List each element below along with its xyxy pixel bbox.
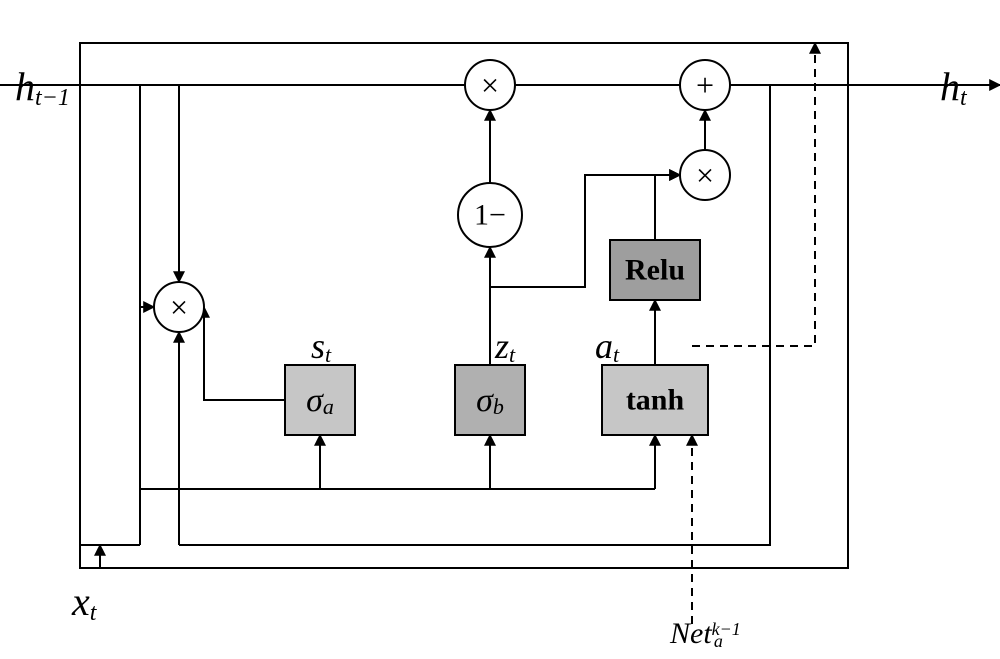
label-z_t: zt — [494, 326, 516, 367]
edge — [204, 307, 285, 400]
op-mult_left-symbol: × — [170, 289, 188, 325]
label-net_in: Netk−1a — [669, 617, 741, 651]
op-one_minus-symbol: 1− — [474, 199, 506, 232]
label-h_out: ht — [940, 64, 968, 111]
label-x_in: xt — [71, 579, 98, 626]
box-relu-label: Relu — [625, 254, 685, 287]
label-a_t: at — [595, 326, 620, 367]
op-plus_top-symbol: + — [696, 67, 714, 103]
edge — [179, 85, 770, 545]
edge — [655, 175, 680, 240]
op-mult_right-symbol: × — [696, 157, 714, 193]
box-tanh-label: tanh — [626, 384, 685, 417]
label-s_t: st — [311, 326, 332, 367]
label-h_prev: ht−1 — [15, 64, 70, 111]
op-mult_top-symbol: × — [481, 67, 499, 103]
